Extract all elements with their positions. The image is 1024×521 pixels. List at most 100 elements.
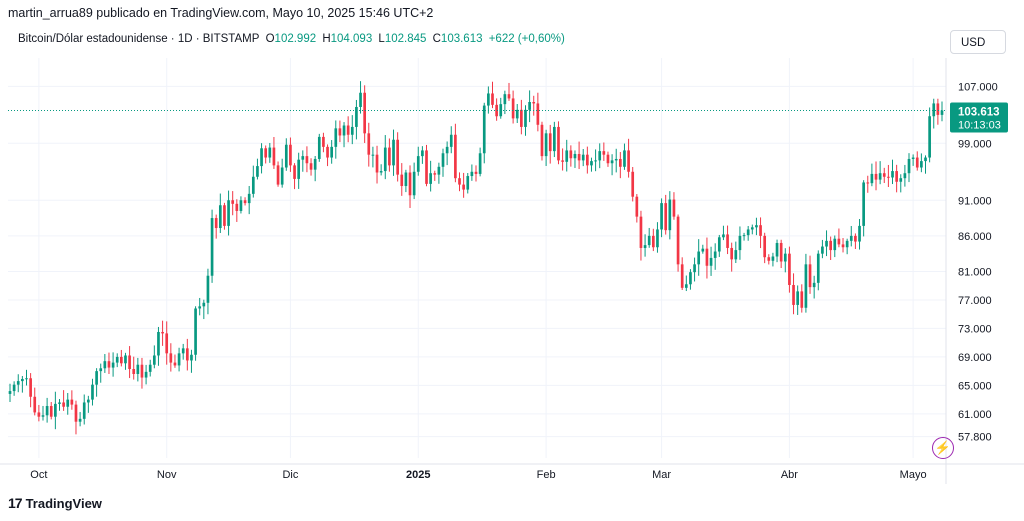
candle-body xyxy=(759,225,762,236)
candle-body xyxy=(862,182,865,226)
candle-body xyxy=(536,103,540,125)
candle-body xyxy=(928,116,931,158)
candle-body xyxy=(272,147,276,166)
candle-body xyxy=(445,146,449,154)
candle-body xyxy=(8,391,12,394)
candle-body xyxy=(895,171,898,182)
candle-body xyxy=(697,251,701,265)
candle-body xyxy=(305,156,309,164)
candle-body xyxy=(25,378,28,380)
candle-body xyxy=(425,150,428,184)
tradingview-brand[interactable]: 17 TradingView xyxy=(8,495,102,511)
candle-body xyxy=(12,384,16,392)
candle-body xyxy=(924,157,927,162)
candle-body xyxy=(870,173,874,184)
candle-body xyxy=(618,158,622,167)
change-value: +622 (+0,60%) xyxy=(488,33,565,45)
candle-body xyxy=(152,355,156,365)
candle-body xyxy=(256,166,259,177)
candle-body xyxy=(936,103,940,115)
candle-body xyxy=(532,102,536,104)
symbol-title[interactable]: Bitcoin/Dólar estadounidense · 1D · BITS… xyxy=(18,33,260,45)
candle-body xyxy=(140,364,144,378)
candle-body xyxy=(437,166,441,175)
candle-body xyxy=(264,148,268,158)
candle-body xyxy=(181,348,185,354)
candle-body xyxy=(524,109,527,127)
candle-body xyxy=(887,176,890,178)
candle-body xyxy=(651,235,655,248)
candle-body xyxy=(540,124,544,157)
candle-body xyxy=(891,171,894,178)
candle-body xyxy=(680,264,684,288)
candle-body xyxy=(581,154,585,161)
candle-body xyxy=(280,167,284,185)
candle-body xyxy=(482,105,486,154)
x-tick-label: Abr xyxy=(781,469,798,481)
candle-body xyxy=(515,109,519,119)
candle-body xyxy=(639,216,643,248)
candle-body xyxy=(553,126,556,152)
candle-body xyxy=(730,247,734,260)
candle-body xyxy=(717,237,721,252)
candle-body xyxy=(107,361,111,368)
candle-body xyxy=(396,139,399,175)
candle-body xyxy=(45,406,49,416)
candle-body xyxy=(878,173,882,180)
candle-body xyxy=(128,355,131,370)
candle-body xyxy=(557,126,560,161)
candle-body xyxy=(388,147,391,166)
candle-body xyxy=(606,154,610,164)
candle-body xyxy=(239,200,243,211)
candle-body xyxy=(544,133,548,157)
candle-body xyxy=(660,203,663,230)
y-tick-label: 73.000 xyxy=(958,323,992,335)
candle-body xyxy=(788,253,791,285)
candle-body xyxy=(421,150,424,157)
candle-body xyxy=(29,378,32,397)
candle-body xyxy=(454,134,457,179)
y-tick-label: 61.000 xyxy=(958,409,992,421)
high-label: H xyxy=(322,33,331,45)
candle-body xyxy=(598,151,602,161)
candle-body xyxy=(520,109,523,127)
currency-button[interactable]: USD xyxy=(950,30,1006,54)
y-tick-label: 86.000 xyxy=(958,231,992,243)
candle-body xyxy=(602,151,606,155)
candle-body xyxy=(495,104,498,117)
candle-body xyxy=(635,196,639,217)
candle-body xyxy=(458,178,461,185)
candle-body xyxy=(507,94,511,99)
candle-body xyxy=(594,160,597,162)
candle-body xyxy=(779,242,783,262)
candle-body xyxy=(825,240,828,247)
candle-body xyxy=(185,348,189,361)
candle-body xyxy=(243,200,247,204)
candle-body xyxy=(198,306,202,309)
candle-body xyxy=(548,133,552,152)
candle-body xyxy=(260,148,263,167)
lightning-icon[interactable]: ⚡ xyxy=(932,437,954,459)
candle-body xyxy=(49,406,53,417)
x-tick-label: Mar xyxy=(652,469,671,481)
candle-body xyxy=(346,125,350,135)
candle-body xyxy=(297,159,301,179)
close-label: C xyxy=(432,33,441,45)
candle-body xyxy=(251,176,255,194)
candle-body xyxy=(317,136,321,159)
candle-body xyxy=(268,147,272,158)
candle-body xyxy=(672,199,676,217)
candle-body xyxy=(322,136,325,147)
candle-body xyxy=(866,182,870,184)
candle-body xyxy=(474,171,478,174)
candle-body xyxy=(656,229,659,248)
candle-body xyxy=(734,250,738,260)
candle-body xyxy=(161,331,164,334)
candle-body xyxy=(915,157,919,168)
candle-body xyxy=(911,157,915,159)
candle-body xyxy=(392,139,395,166)
candle-body xyxy=(301,156,305,160)
x-tick-label: Mayo xyxy=(900,469,927,481)
y-tick-label: 57.800 xyxy=(958,432,992,444)
